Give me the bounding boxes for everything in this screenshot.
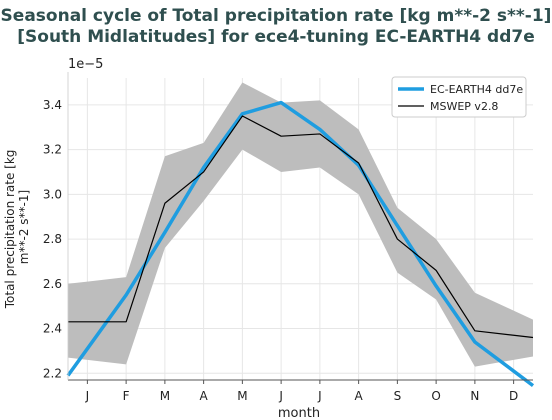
y-tick-label: 3.4	[43, 98, 62, 112]
x-axis-label: month	[278, 406, 320, 420]
legend-frame	[391, 76, 527, 118]
y-offset-label: 1e−5	[68, 57, 103, 72]
x-tick-label: O	[431, 389, 440, 403]
series-line-mswep	[68, 115, 534, 339]
x-tick-label: D	[509, 389, 518, 403]
legend-label-mswep: MSWEP v2.8	[430, 100, 498, 113]
legend-label-ec-earth4: EC-EARTH4 dd7e	[430, 83, 523, 96]
series-lines-layer	[66, 100, 535, 387]
y-axis-label: Total precipitation rate [kg m**-2 s**-1…	[3, 146, 31, 310]
y-tick-label: 2.2	[43, 366, 62, 380]
x-tick-label: N	[470, 389, 479, 403]
series-line-ec-earth4	[66, 100, 535, 387]
y-tick-label: 2.8	[43, 232, 62, 246]
x-tick-label: J	[85, 389, 90, 403]
x-tick-label: J	[278, 389, 283, 403]
x-tick-label: S	[394, 389, 402, 403]
x-tick-label: M	[160, 389, 170, 403]
axis-layer: 2.2 2.4 2.6 2.8 3.0 3.2 3.4 J F M A M J J A S O N D	[43, 72, 533, 403]
x-tick-label: M	[237, 389, 247, 403]
x-tick-label: A	[200, 389, 209, 403]
y-axis-label-line2: m**-2 s**-1]	[17, 190, 31, 264]
chart-title: Seasonal cycle of Total precipitation ra…	[0, 6, 552, 48]
y-tick-label: 3.2	[43, 143, 62, 157]
spread-band-layer	[68, 82, 533, 367]
y-tick-label: 2.4	[43, 322, 62, 336]
chart-title-line2: [South Midlatitudes] for ece4-tuning EC-…	[17, 27, 535, 47]
x-tick-label: J	[317, 389, 322, 403]
x-tick-label: A	[355, 389, 364, 403]
x-tick-label: F	[123, 389, 130, 403]
chart-title-line1: Seasonal cycle of Total precipitation ra…	[0, 6, 552, 26]
y-tick-label: 3.0	[43, 187, 62, 201]
legend: EC-EARTH4 dd7e MSWEP v2.8	[391, 76, 527, 118]
y-tick-label: 2.6	[43, 277, 62, 291]
spread-band	[68, 82, 533, 367]
y-axis-label-line1: Total precipitation rate [kg	[3, 150, 17, 310]
